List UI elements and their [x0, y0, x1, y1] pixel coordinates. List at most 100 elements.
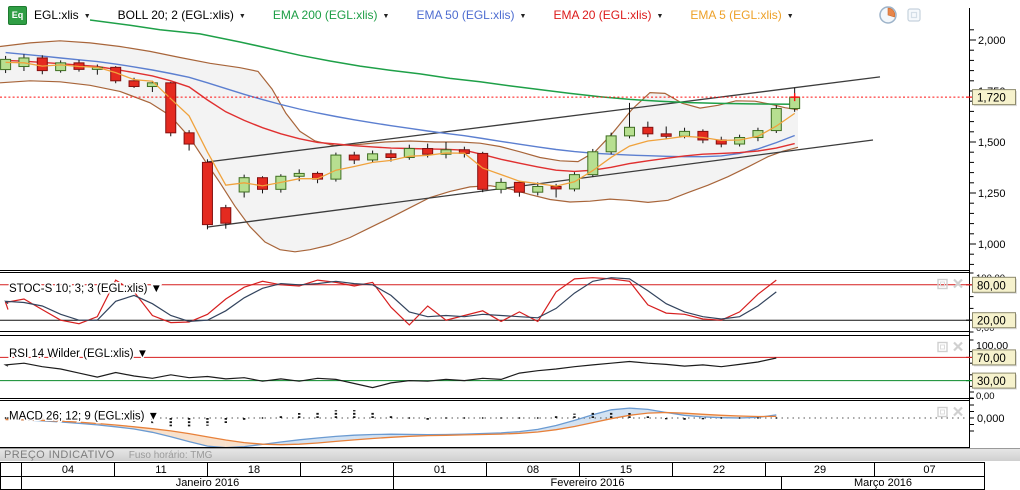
rsi-0-label: 0,00	[976, 391, 995, 402]
candle-body	[422, 148, 434, 155]
macd-hist-dot	[500, 417, 502, 419]
macd-zero-label: 0,000	[977, 413, 1005, 425]
legend-ema5-dropdown[interactable]: EMA 5 (EGL:xlis) ▼	[690, 8, 794, 22]
stoch-d-line	[4, 277, 777, 323]
price-tick-label: 1,500	[978, 137, 1006, 149]
macd-hist-dot	[775, 417, 778, 419]
rsi-title[interactable]: RSI 14 Wilder (EGL:xlis) ▼	[8, 347, 150, 362]
status-bar: PREÇO INDICATIVO Fuso horário: TMG	[0, 448, 1020, 461]
month-label: Janeiro 2016	[22, 476, 394, 490]
candle-body	[624, 126, 635, 137]
week-label: 01	[394, 462, 487, 477]
equity-type-badge: Eq	[8, 5, 27, 25]
rsi-100-label: 100,00	[976, 340, 1008, 352]
macd-hist-dot	[59, 417, 62, 419]
symbol-dropdown[interactable]: EGL:xlis ▼	[34, 8, 91, 22]
candle-body	[697, 130, 709, 141]
legend-ema50-dropdown[interactable]: EMA 50 (EGL:xlis) ▼	[416, 8, 527, 22]
last-price-marker	[790, 93, 799, 102]
chevron-down-icon: ▼	[238, 12, 246, 20]
panel-close-icon[interactable]	[953, 278, 963, 289]
week-label: 15	[580, 462, 673, 477]
candle-body	[348, 154, 360, 161]
candle-body	[513, 181, 525, 193]
candle-body	[660, 133, 672, 137]
stochastic-panel: STOC-S 10; 3; 3 (EGL:xlis) ▼	[0, 277, 970, 326]
week-label: 18	[208, 462, 301, 477]
date-axis: 04 11 18 25 01 08 15 22 29 07 Janeiro 2016 Fevereir…	[0, 462, 1020, 490]
candle-body	[330, 154, 342, 180]
macd-hist-dot	[536, 417, 539, 419]
macd-panel: MACD 26; 12; 9 (EGL:xlis) ▼	[4, 407, 966, 448]
timezone-label: Fuso horário: TMG	[128, 449, 213, 461]
ema200-line	[89, 19, 799, 106]
legend-ema20-dropdown[interactable]: EMA 20 (EGL:xlis) ▼	[553, 8, 664, 22]
axis-callout: 30,00	[966, 372, 1017, 390]
macd-fill-segment	[556, 420, 575, 430]
axis-callout: 1,720	[966, 89, 1017, 107]
macd-hist-dot	[78, 417, 80, 419]
candle-body	[293, 172, 305, 177]
week-label: 11	[115, 462, 208, 477]
month-label: Fevereiro 2016	[394, 476, 782, 490]
candle-body	[605, 135, 617, 153]
candle-body	[403, 148, 415, 159]
price-tick-label: 1,250	[978, 188, 1006, 200]
rsi-line	[3, 357, 777, 389]
candle-body	[642, 126, 654, 135]
candle-body	[734, 137, 746, 145]
bollinger-upper-line	[0, 40, 799, 163]
candle-body	[36, 57, 48, 72]
panel-restore-icon[interactable]	[937, 406, 948, 418]
legend-items: EGL:xlis ▼ BOLL 20; 2 (EGL:xlis) ▼ EMA 200 (…	[34, 6, 821, 24]
callout-label: 20,00	[977, 316, 1006, 328]
week-label: 25	[301, 462, 394, 477]
macd-hist-dot	[445, 417, 447, 419]
legend-ema200-dropdown[interactable]: EMA 200 (EGL:xlis) ▼	[272, 8, 390, 22]
candle-body	[183, 132, 195, 145]
chevron-down-icon: ▼	[83, 12, 91, 20]
candle-body	[550, 185, 562, 190]
clock-icon[interactable]	[878, 5, 898, 25]
chevron-down-icon: ▼	[786, 12, 794, 20]
ema20-line	[5, 59, 795, 173]
candle-body	[55, 62, 67, 72]
panel-restore-icon[interactable]	[937, 341, 948, 353]
panel-close-icon[interactable]	[953, 341, 963, 352]
candle-body	[220, 207, 232, 224]
candle-body	[679, 130, 691, 137]
macd-hist-dot	[4, 417, 7, 419]
week-label: 29	[766, 462, 875, 477]
stoch-title[interactable]: STOC-S 10; 3; 3 (EGL:xlis) ▼	[8, 282, 164, 297]
candle-body	[385, 153, 397, 159]
macd-hist-dot	[41, 417, 44, 419]
macd-line	[5, 407, 777, 448]
week-label: 07	[875, 462, 985, 477]
candle-body	[0, 58, 12, 71]
toolbar-icons	[878, 5, 922, 25]
ema50-line	[5, 51, 795, 158]
candle-body	[477, 152, 489, 190]
candle-body	[165, 82, 177, 134]
macd-hist-dot	[463, 417, 466, 419]
macd-title[interactable]: MACD 26; 12; 9 (EGL:xlis) ▼	[8, 409, 161, 424]
candle-body	[146, 82, 158, 88]
chevron-down-icon: ▼	[656, 12, 664, 20]
legend-boll-dropdown[interactable]: BOLL 20; 2 (EGL:xlis) ▼	[117, 8, 246, 22]
panel-restore-icon[interactable]	[937, 278, 948, 290]
candle-body	[128, 80, 140, 88]
axis-callout: 70,00	[966, 349, 1017, 367]
panel-close-icon[interactable]	[953, 406, 963, 417]
callout-label: 30,00	[977, 376, 1006, 388]
trendline-upper[interactable]	[206, 76, 881, 163]
price-tick-label: 1,000	[978, 239, 1006, 251]
stoch-k-line	[4, 277, 777, 326]
macd-hist-dot	[23, 417, 25, 419]
candle-body	[238, 177, 250, 193]
month-stub	[0, 476, 22, 490]
snapshot-icon[interactable]	[906, 7, 922, 23]
month-label: Março 2016	[782, 476, 985, 490]
candle-body	[587, 151, 599, 176]
macd-signal-line	[5, 411, 777, 446]
week-label: 04	[22, 462, 115, 477]
